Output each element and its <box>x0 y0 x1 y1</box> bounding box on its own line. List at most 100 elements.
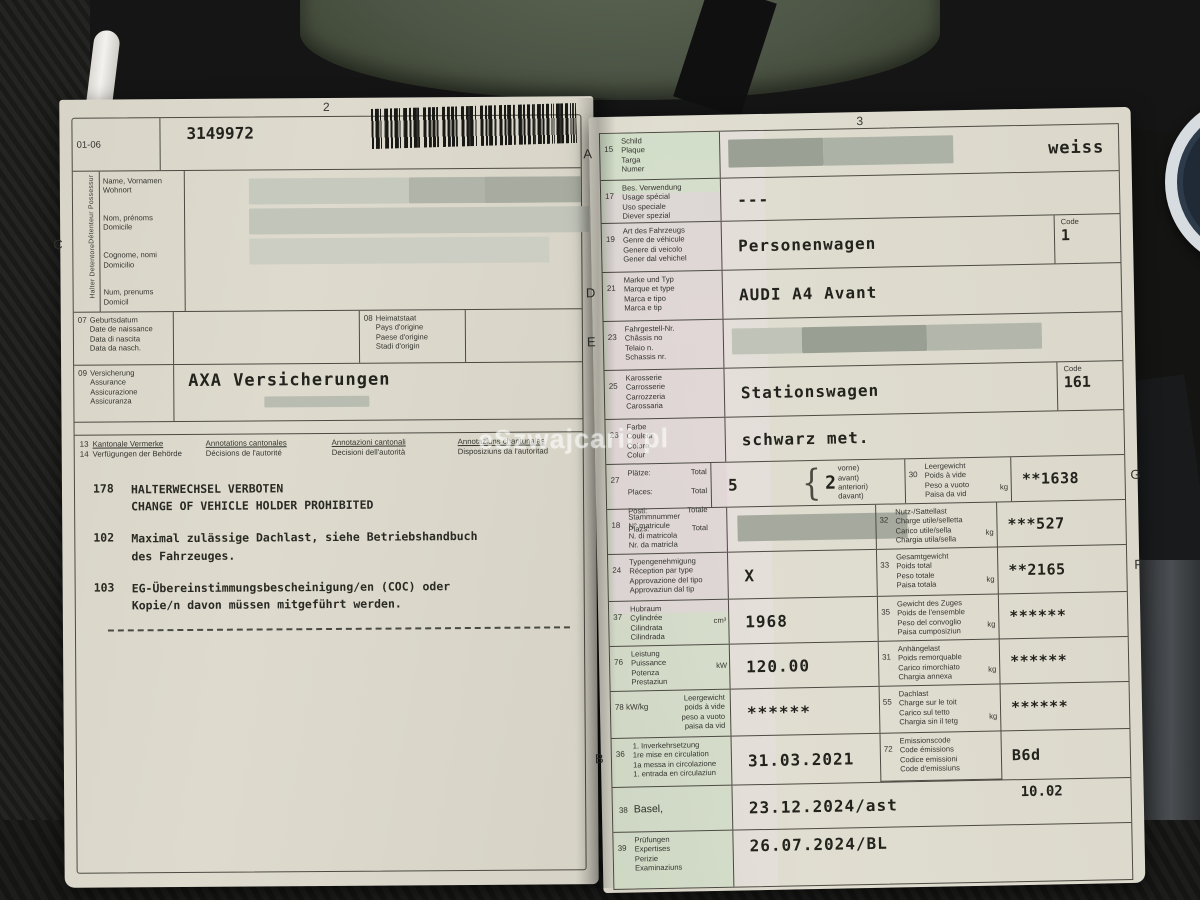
field-13-label: Kantonale Vermerke <box>92 439 164 449</box>
field-72: 72 Emissionscode Code émissions Codice emi… <box>879 731 1003 782</box>
field-30-labels: Leergewicht Poids à vide Peso a vuoto Paisa… <box>924 461 970 500</box>
field-39-value: 26.07.2024/BL <box>749 833 889 856</box>
field-14-label: Verfügungen der Behörde <box>92 448 182 459</box>
document-page-left: 2 C 01-06 3149972 Détenteur Possessur Ha… <box>53 96 599 888</box>
field-72-value: B6d <box>1011 745 1041 765</box>
field-27: 27 Plätze: Places: Posti: Plazs: Total Total… <box>606 462 713 534</box>
field-number-range: 01-06 <box>72 118 161 171</box>
field-26-number: 26 <box>609 430 619 440</box>
field-18-labels: Stammnummer N° matricule N. di matricola Nr… <box>628 511 681 550</box>
field-32-number: 32 <box>879 515 889 525</box>
code-value: 161 <box>1063 372 1092 392</box>
note-number: 102 <box>93 530 115 545</box>
field-23-number: 23 <box>607 332 617 342</box>
redaction-block <box>484 176 581 203</box>
field-27-number: 27 <box>610 475 620 485</box>
vertical-label-halter: Halter Detentore <box>89 243 97 299</box>
field-32-labels: Nutz-/Sattellast Charge utile/selletta Car… <box>895 506 963 545</box>
field-07-number: 07 <box>77 315 87 325</box>
field-33-number: 33 <box>880 560 890 570</box>
field-18-number: 18 <box>611 520 621 530</box>
header-row: 01-06 3149972 <box>72 102 581 172</box>
note-102: 102 Maximal zulässige Dachlast, siehe Be… <box>93 528 577 566</box>
field-08-value <box>466 309 582 362</box>
code-value: 1 <box>1060 226 1071 245</box>
section-marker-e: E <box>586 334 596 350</box>
stocknumber-redacted <box>727 505 908 552</box>
field-24-value: X <box>744 565 756 585</box>
field-09-labels: Versicherung Assurance Assicurazione Assicu… <box>90 368 138 406</box>
field-08-labels: Heimatstaat Pays d'origine Paese d'origine… <box>375 313 428 351</box>
field-78-labels: Leergewicht poids à vide peso a vuoto paisa… <box>681 692 726 731</box>
field-38-value: 23.12.2024/ast <box>748 794 898 817</box>
field-26-value: schwarz met. <box>741 427 870 449</box>
field-30: 30 Leergewicht Poids à vide Peso a vuoto Pa… <box>904 457 1013 504</box>
field-76-number: 76 <box>613 657 624 667</box>
cantonal-col-fr: Annotations cantonales Décisions de l'aut… <box>205 438 287 458</box>
field-31-labels: Anhängelast Poids remorquable Carico rimor… <box>897 643 962 682</box>
field-31: 31 Anhängelast Poids remorquable Carico ri… <box>877 639 1001 686</box>
field-39-number: 39 <box>617 843 627 853</box>
vertical-label-detenteur: Détenteur Possessur <box>87 174 96 244</box>
unit-kg: kg <box>985 527 994 537</box>
field-37-value: 1968 <box>745 611 789 631</box>
seats-front-value: 2 <box>824 472 837 494</box>
field-35: 35 Gewicht des Zuges Poids de l'ensemble P… <box>876 594 1000 641</box>
field-21-number: 21 <box>606 283 616 293</box>
field-27-total-labels: Total Total Totale Total <box>687 467 708 533</box>
field-78-value: ****** <box>746 701 812 722</box>
field-09-number: 09 <box>78 368 88 378</box>
field-25-code: Code 161 <box>1056 361 1124 411</box>
field-39-labels: Prüfungen Expertises Perizie Examinaziuns <box>634 834 683 873</box>
green-leather-surface <box>300 0 940 100</box>
field-25-value: Stationswagen <box>740 380 880 402</box>
holder-values-redacted <box>185 168 590 311</box>
field-25-labels: Karosserie Carrosserie Carrozzeria Carossar… <box>625 372 666 411</box>
plate-color-value: weiss <box>1047 137 1105 159</box>
field-36-labels: 1. Inverkehrsetzung 1re mise en circulati… <box>632 740 717 779</box>
field-36-value: 31.03.2021 <box>747 748 855 770</box>
field-19: 19 Art des Fahrzeugs Genre de véhicule Gen… <box>601 221 723 273</box>
field-31-value: ****** <box>1009 651 1068 671</box>
row-inspections: 39 Prüfungen Expertises Perizie Examinaziun… <box>613 823 1132 889</box>
field-24: 24 Typengenehmigung Réception par type App… <box>608 552 729 601</box>
field-38-extra-value: 10.02 <box>1020 783 1063 801</box>
unit-kg: kg <box>999 482 1009 492</box>
field-21: 21 Marke und Typ Marque et type Marca e ti… <box>602 270 724 322</box>
field-36-number: 36 <box>615 749 625 759</box>
field-19-number: 19 <box>605 234 615 244</box>
redaction-block <box>249 236 550 265</box>
field-38-number: 38 <box>618 805 628 815</box>
seats-total-value: 5 <box>727 474 739 495</box>
field-15-labels: Schild Plaque Targa Numer <box>620 136 645 174</box>
field-26-labels: Farbe Couleur Colore Colur <box>626 422 654 460</box>
vehicle-data-table: A 15 Schild Plaque Targa Numer weiss 17 Bes… <box>583 123 1142 890</box>
holder-label-fr: Nom, prénoms Domicile <box>103 213 153 233</box>
section-marker-g: G <box>1130 466 1141 482</box>
field-78: 78 kW/kg Leergewicht poids à vide peso a v… <box>610 689 732 738</box>
redaction-block <box>801 324 928 354</box>
field-07-labels: Geburtsdatum Date de naissance Data di nas… <box>89 315 153 353</box>
birthdate-origin-row: 07 Geburtsdatum Date de naissance Data di … <box>73 309 583 366</box>
unit-kg: kg <box>989 711 998 721</box>
document-page-right: 3 A 15 Schild Plaque Targa Numer weiss <box>583 106 1146 894</box>
field-55-labels: Dachlast Charge sur le toit Carico sul tet… <box>898 688 959 727</box>
dashed-separator <box>107 626 570 632</box>
field-09-value: AXA Versicherungen <box>174 362 582 421</box>
field-17: 17 Bes. Verwendung Usage spécial Uso speci… <box>600 178 722 224</box>
field-07-value <box>173 310 361 365</box>
seats-front-group: { 2 vorne) avant) anteriori) davant) <box>802 459 906 505</box>
field-72-number: 72 <box>883 744 893 754</box>
redaction-block <box>731 327 803 355</box>
field-33-value: **2165 <box>1008 560 1066 580</box>
field-35-labels: Gewicht des Zuges Poids de l'ensemble Peso… <box>896 598 965 637</box>
barcode <box>370 102 577 150</box>
field-36: 36 1. Inverkehrsetzung 1re mise en circul… <box>611 736 733 787</box>
field-76: 76 Leistung Puissance Potenza Prestaziun kW <box>609 644 731 691</box>
field-14-number: 14 <box>79 449 89 459</box>
field-32-value: ***527 <box>1007 514 1065 534</box>
field-17-labels: Bes. Verwendung Usage spécial Uso speciale… <box>621 182 682 221</box>
field-07: 07 Geburtsdatum Date de naissance Data di … <box>73 312 175 365</box>
note-text: Maximal zulässige Dachlast, siehe Betrie… <box>131 529 478 563</box>
